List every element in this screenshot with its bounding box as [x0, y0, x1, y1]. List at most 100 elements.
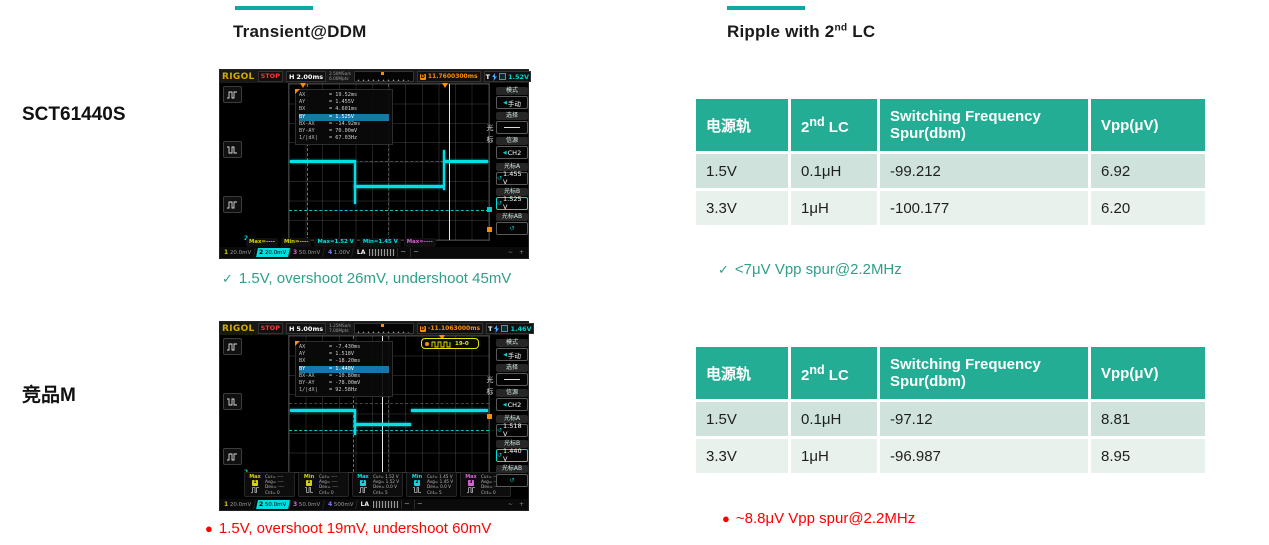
waveform-thumbnail	[353, 71, 414, 82]
trigger-level: 1.52V	[508, 72, 530, 81]
note-text: ~8.8μV Vpp spur@2.2MHz	[735, 510, 916, 527]
delay-value: -11.1063000ms	[427, 325, 481, 332]
channel-4-status: 4 1.00V	[324, 248, 354, 257]
rate-value: 1.25MSa/s	[329, 322, 351, 328]
menu-mode: 模式 ◀ 手动	[496, 339, 528, 361]
arrow-left-icon: ◀	[502, 149, 507, 156]
stop-status: STOP	[257, 71, 283, 82]
note-text: 1.5V, overshoot 26mV, undershoot 45mV	[238, 270, 512, 287]
trigger-readout: T 1.46V	[486, 323, 534, 334]
check-icon: ✓	[222, 271, 233, 286]
cursor-b-marker	[439, 335, 445, 340]
cursor-b-marker	[442, 83, 448, 88]
ch2-trace-high-segment	[290, 160, 354, 163]
channel-3-status: 3 50.0mV	[290, 500, 325, 509]
arrow-left-icon: ◀	[503, 351, 507, 358]
rotate-knob-icon: ↺	[497, 451, 503, 459]
stat-max-ch2: Max=1.52 V	[314, 238, 357, 247]
pulse-icon	[359, 487, 367, 493]
sample-rate: 1.25MSa/s 7.00Mpts	[329, 322, 351, 333]
header-vpp: Vpp(μV)	[1091, 99, 1205, 151]
stat-max-ch3: Max=----	[403, 238, 436, 247]
cell-vpp: 6.20	[1091, 191, 1205, 225]
ch2-trace-undershoot-spike	[354, 160, 356, 204]
measurement-row: 1/|dX| = 92.58Hz	[299, 387, 358, 394]
measure-pulse-icon	[222, 141, 242, 158]
scope-left-toolbar	[222, 338, 242, 465]
trigger-level-tag	[487, 227, 492, 232]
table-row: 1.5V 0.1μH -99.212 6.92	[696, 154, 1205, 188]
cursor-edge-tag	[487, 207, 492, 212]
digital-channels-pattern	[372, 501, 399, 508]
title-text: Ripple with 2	[727, 22, 835, 41]
measurement-row-highlighted: BY = 1.525V	[299, 113, 389, 121]
waveform-slot-icon: ~	[400, 500, 412, 509]
grid-center-vertical	[388, 84, 389, 240]
bus-squarewave-icon	[431, 341, 451, 347]
measurement-row: BY-AY = -78.00mV	[299, 380, 361, 387]
cursor-horizontal-line	[289, 430, 489, 431]
measure-pulse-icon	[222, 448, 242, 465]
rotate-knob-icon: ↺	[497, 174, 503, 182]
table-row: 3.3V 1μH -96.987 8.95	[696, 439, 1205, 473]
menu-tab-cursor: 光标	[486, 124, 494, 144]
cell-spur: -97.12	[880, 402, 1088, 436]
bullet-icon: ●	[722, 511, 730, 526]
table-header-row: 电源轨 2nd LC Switching Frequency Spur(dbm) …	[696, 347, 1205, 399]
stat-box-max-ch2: Max 2 Cur= 1.52 V Avg= 1.52 V Dev= 0.0 V Cnt…	[352, 472, 403, 497]
ripple-table-competitor: 电源轨 2nd LC Switching Frequency Spur(dbm) …	[693, 344, 1208, 476]
stat-box-max-ch3: Max 3 Cur= ---- Avg= ---- Dev= ---- Cnt= 0	[460, 472, 511, 497]
delay-icon: D	[419, 73, 426, 80]
title-text: LC	[847, 22, 876, 41]
menu-cursor-b: 光标B ↺ 1.440 V	[496, 439, 528, 463]
ch2-trace-load-segment	[354, 185, 444, 188]
menu-cursor-ab: 光标AB ↺	[496, 464, 528, 487]
measurement-row: BY-AY = 70.00mV	[299, 128, 358, 135]
ch2-trace-load-segment	[354, 423, 411, 426]
menu-cursor-a: 光标A ↺ 1.455 V	[496, 162, 528, 186]
logic-analyzer-label: LA	[356, 249, 366, 256]
measurement-row: BX = -18.20ms	[299, 358, 361, 365]
cursor-a-marker	[300, 83, 306, 88]
table2-result-note: ● ~8.8μV Vpp spur@2.2MHz	[722, 510, 915, 527]
check-icon: ✓	[718, 262, 729, 277]
cell-rail: 3.3V	[696, 191, 788, 225]
arrow-left-icon: ◀	[503, 99, 507, 106]
cell-spur: -99.212	[880, 154, 1088, 188]
cell-lc: 1μH	[791, 191, 877, 225]
delay-icon: D	[419, 325, 426, 332]
delay-value: 11.7600300ms	[427, 73, 478, 80]
line-type-icon	[504, 127, 520, 129]
menu-tab-cursor: 光标	[486, 376, 494, 396]
scope-graticule: AX = 19.52ms AY = 1.455V BX = 4.601ms BY = 1…	[288, 83, 492, 241]
stat-box-max-ch1: Max 1 Cur= ---- Avg= ---- Dev= ---- Cnt= 0	[244, 472, 295, 497]
measurement-row: 1/|dX| = 67.03Hz	[299, 135, 358, 142]
cell-lc: 0.1μH	[791, 154, 877, 188]
stat-min-ch1: Min=----	[280, 238, 312, 247]
measure-pulse-icon	[222, 86, 242, 103]
accent-line-left	[235, 6, 313, 10]
trigger-position-marker	[380, 324, 384, 327]
channel-2-status: 2 20.0mV	[255, 248, 291, 257]
ch2-trace-high-segment	[411, 409, 488, 412]
cursor-measurement-overlay: AX = 19.52ms AY = 1.455V BX = 4.601ms BY = 1…	[295, 89, 393, 146]
cell-vpp: 8.81	[1091, 402, 1205, 436]
waveform-thumbnail	[353, 323, 414, 334]
digital-channels-pattern	[369, 249, 396, 256]
horizontal-scale: H 2.00ms	[285, 71, 327, 82]
grid-center-horizontal	[289, 403, 489, 404]
trigger-label: T	[488, 324, 493, 333]
scope2-result-note: ● 1.5V, overshoot 19mV, undershoot 60mV	[205, 520, 491, 537]
trigger-level: 1.46V	[510, 324, 532, 333]
logic-analyzer-label: LA	[360, 501, 369, 508]
menu-cursor-a: 光标A ↺ 1.518 V	[496, 414, 528, 438]
ch2-trace-high-segment	[290, 409, 354, 412]
table1-result-note: ✓ <7μV Vpp spur@2.2MHz	[718, 261, 902, 278]
table-header-row: 电源轨 2nd LC Switching Frequency Spur(dbm) …	[696, 99, 1205, 151]
measurement-row: AX = 19.52ms	[299, 92, 358, 98]
arrow-left-icon: ◀	[502, 401, 507, 408]
oscilloscope-screenshot-competitor: RIGOL STOP H 5.00ms 1.25MSa/s 7.00Mpts D -1…	[219, 321, 534, 511]
section-title-ripple: Ripple with 2nd LC	[727, 22, 875, 42]
rigol-logo: RIGOL	[222, 71, 255, 82]
